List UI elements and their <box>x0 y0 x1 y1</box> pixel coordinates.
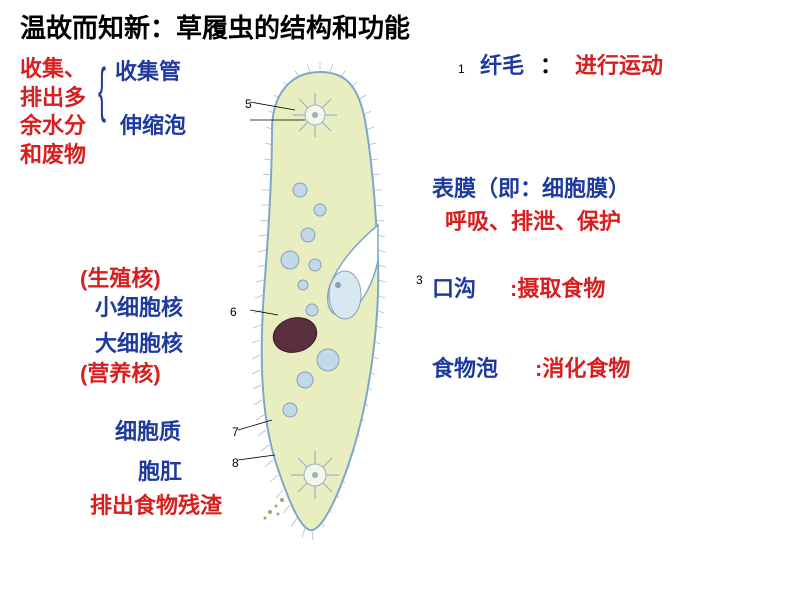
contractile-vacuole-top <box>293 93 337 137</box>
label-oral-groove: 口沟 <box>432 275 476 304</box>
label-reproductive-nucleus: (生殖核) <box>80 265 161 294</box>
bracket-left: { <box>98 55 106 124</box>
label-nutritive-nucleus: (营养核) <box>80 360 161 389</box>
label-cytoplasm: 细胞质 <box>115 418 181 447</box>
num-7: 7 <box>232 425 239 439</box>
label-collect-tube: 收集管 <box>115 58 181 87</box>
num-5: 5 <box>245 97 252 111</box>
label-cilia-colon: ： <box>540 52 562 81</box>
micronucleus <box>306 304 318 316</box>
label-cilia-function: 进行运动 <box>575 52 663 81</box>
num-6: 6 <box>230 305 237 319</box>
num-3: 3 <box>416 273 423 287</box>
label-collect-function: 收集、 排出多 余水分 和废物 <box>20 55 86 169</box>
num-1: 1 <box>458 62 465 76</box>
label-micronucleus: 小细胞核 <box>95 294 183 323</box>
label-anal-pore: 胞肛 <box>138 458 182 487</box>
num-8: 8 <box>232 456 239 470</box>
label-oral-groove-function: :摄取食物 <box>510 275 605 304</box>
label-food-vacuole-function: :消化食物 <box>535 355 630 384</box>
label-expel-residue: 排出食物残渣 <box>90 492 222 521</box>
label-food-vacuole: 食物泡 <box>432 355 498 384</box>
paramecium-diagram <box>220 60 420 580</box>
label-cilia: 纤毛 <box>480 52 524 81</box>
contractile-vacuole-bottom <box>291 451 339 499</box>
label-pellicle: 表膜（即：细胞膜） <box>432 175 630 204</box>
large-vacuole <box>329 271 361 319</box>
page-title: 温故而知新：草履虫的结构和功能 <box>20 8 410 45</box>
label-pellicle-function: 呼吸、排泄、保护 <box>445 208 621 237</box>
label-contractile-vacuole: 伸缩泡 <box>120 112 186 141</box>
anal-pore-dots <box>264 498 285 520</box>
paramecium-svg <box>220 60 420 580</box>
label-macronucleus: 大细胞核 <box>95 330 183 359</box>
